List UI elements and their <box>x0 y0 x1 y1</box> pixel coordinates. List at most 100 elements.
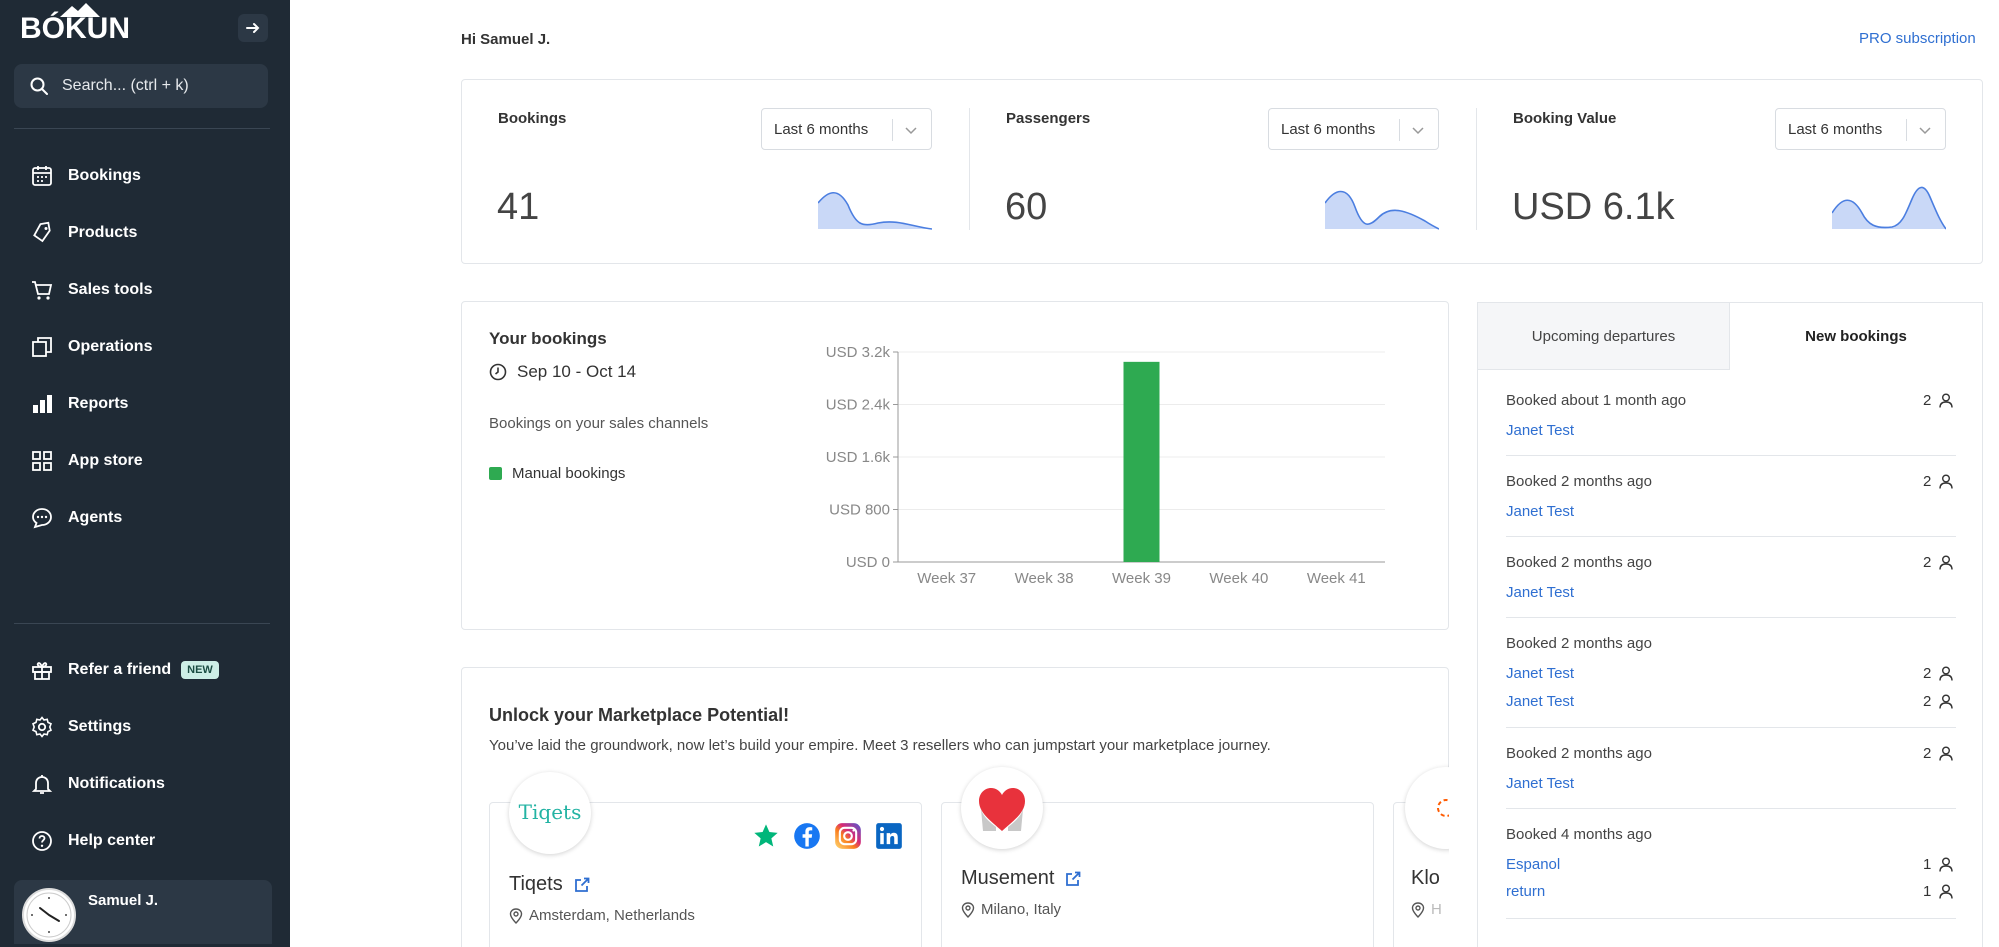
booking-time: Booked about 1 month ago <box>1506 392 1687 409</box>
person-icon <box>1939 694 1954 709</box>
booking-time: Booked 2 months ago <box>1506 554 1652 571</box>
bookings-period-dropdown[interactable]: Last 6 months <box>761 108 932 150</box>
clock-icon <box>489 363 507 381</box>
sidebar-item-label: Help center <box>68 832 156 849</box>
sidebar-item-label: Bookings <box>68 167 141 184</box>
sidebar-item-label: Notifications <box>68 775 165 792</box>
sidebar-item-label: Settings <box>68 718 132 735</box>
date-range-text: Sep 10 - Oct 14 <box>517 362 637 381</box>
booking-time: Booked 4 months ago <box>1506 826 1652 843</box>
heart-logo-icon <box>979 788 1025 831</box>
reseller-name[interactable]: Tiqets <box>509 873 591 896</box>
booking-customer-link[interactable]: return <box>1506 883 1546 900</box>
sidebar-item-agents[interactable]: Agents <box>30 503 122 533</box>
booking-customer-link[interactable]: Janet Test <box>1506 665 1575 682</box>
reseller-name-text: Klo <box>1411 867 1440 889</box>
passenger-count: 1 <box>1923 883 1954 900</box>
booking-time: Booked 2 months ago <box>1506 745 1652 762</box>
passenger-count-value: 1 <box>1923 883 1932 900</box>
avatar <box>22 888 76 942</box>
passenger-count-value: 2 <box>1923 693 1932 710</box>
sidebar: BÓKUN Search... (ctrl + k) Bookings Prod… <box>0 0 290 947</box>
sidebar-item-settings[interactable]: Settings <box>30 712 131 742</box>
sidebar-item-products[interactable]: Products <box>30 218 137 248</box>
tab-upcoming-departures[interactable]: Upcoming departures <box>1477 302 1730 370</box>
reseller-location: H <box>1411 901 1442 918</box>
person-icon <box>1939 884 1954 899</box>
your-bookings-card <box>461 301 1449 630</box>
tag-icon <box>33 221 51 243</box>
x-tick-label: Week 40 <box>1209 570 1268 587</box>
search-input[interactable]: Search... (ctrl + k) <box>14 64 268 108</box>
list-divider <box>1506 455 1956 456</box>
booking-value-sparkline <box>1832 186 1946 230</box>
dropdown-value: Last 6 months <box>774 121 869 138</box>
x-tick-label: Week 38 <box>1015 570 1074 587</box>
booking-customer-link[interactable]: Janet Test <box>1506 693 1575 710</box>
person-icon <box>1939 666 1954 681</box>
mountain-logo-icon <box>60 3 100 17</box>
star-icon[interactable] <box>752 822 780 850</box>
x-tick-label: Week 39 <box>1112 570 1171 587</box>
chat-icon <box>32 508 52 529</box>
list-divider <box>1506 918 1956 919</box>
y-tick-label: USD 800 <box>829 502 890 519</box>
booking-customer-link[interactable]: Espanol <box>1506 856 1561 873</box>
date-range[interactable]: Sep 10 - Oct 14 <box>489 362 636 382</box>
sidebar-item-operations[interactable]: Operations <box>30 332 152 362</box>
calendar-icon <box>32 166 52 186</box>
stat-title-booking-value: Booking Value <box>1513 110 1617 127</box>
linkedin-icon[interactable] <box>875 822 903 850</box>
dropdown-separator <box>1906 119 1907 141</box>
search-placeholder: Search... (ctrl + k) <box>62 77 189 94</box>
collapse-sidebar-button[interactable] <box>238 14 268 42</box>
y-tick-label: USD 1.6k <box>826 449 891 466</box>
sidebar-item-help-center[interactable]: Help center <box>30 826 155 856</box>
sidebar-item-app-store[interactable]: App store <box>30 446 143 476</box>
sidebar-item-sales-tools[interactable]: Sales tools <box>30 275 152 305</box>
map-pin-icon <box>1411 901 1425 918</box>
external-link-icon <box>574 877 590 892</box>
tiqets-logo-text: Tiqets <box>518 800 582 824</box>
bar <box>1123 361 1160 562</box>
map-pin-icon <box>509 907 523 924</box>
sidebar-item-bookings[interactable]: Bookings <box>30 161 141 191</box>
x-tick-label: Week 37 <box>917 570 976 587</box>
reseller-name[interactable]: Musement <box>961 867 1082 890</box>
instagram-icon[interactable] <box>834 822 862 850</box>
bokun-logo[interactable]: BÓKUN <box>20 12 130 45</box>
reseller-name-text: Tiqets <box>509 873 563 895</box>
passengers-period-dropdown[interactable]: Last 6 months <box>1268 108 1439 150</box>
user-menu[interactable]: Samuel J. <box>14 880 272 944</box>
bookings-subtitle: Bookings on your sales channels <box>489 415 709 432</box>
sidebar-item-label: Products <box>68 224 138 241</box>
gift-icon <box>32 662 52 680</box>
list-divider <box>1506 617 1956 618</box>
sidebar-item-label: Reports <box>68 395 129 412</box>
stat-divider <box>969 108 970 230</box>
pro-subscription-link[interactable]: PRO subscription <box>1859 30 1976 47</box>
passenger-count: 2 <box>1923 665 1954 682</box>
sidebar-item-notifications[interactable]: Notifications <box>30 769 165 799</box>
marketplace-title: Unlock your Marketplace Potential! <box>489 705 790 725</box>
chart-legend: Manual bookings <box>489 465 625 482</box>
booking-value-period-dropdown[interactable]: Last 6 months <box>1775 108 1946 150</box>
sidebar-item-label: Agents <box>68 509 123 526</box>
your-bookings-title: Your bookings <box>489 329 607 348</box>
booking-customer-link[interactable]: Janet Test <box>1506 775 1575 792</box>
booking-customer-link[interactable]: Janet Test <box>1506 422 1575 439</box>
passenger-count-value: 2 <box>1923 392 1932 409</box>
booking-customer-link[interactable]: Janet Test <box>1506 584 1575 601</box>
list-divider <box>1506 727 1956 728</box>
person-icon <box>1939 393 1954 408</box>
klook-logo-icon <box>1437 799 1449 817</box>
reseller-name[interactable]: Klo <box>1411 867 1440 890</box>
reseller-card-clip: Klo H <box>1393 760 1449 947</box>
booking-customer-link[interactable]: Janet Test <box>1506 503 1575 520</box>
passenger-count: 2 <box>1923 693 1954 710</box>
dropdown-separator <box>1399 119 1400 141</box>
sidebar-item-refer-a-friend[interactable]: Refer a friend NEW <box>30 655 219 685</box>
facebook-icon[interactable] <box>793 822 821 850</box>
tab-new-bookings[interactable]: New bookings <box>1730 302 1983 370</box>
sidebar-item-reports[interactable]: Reports <box>30 389 128 419</box>
